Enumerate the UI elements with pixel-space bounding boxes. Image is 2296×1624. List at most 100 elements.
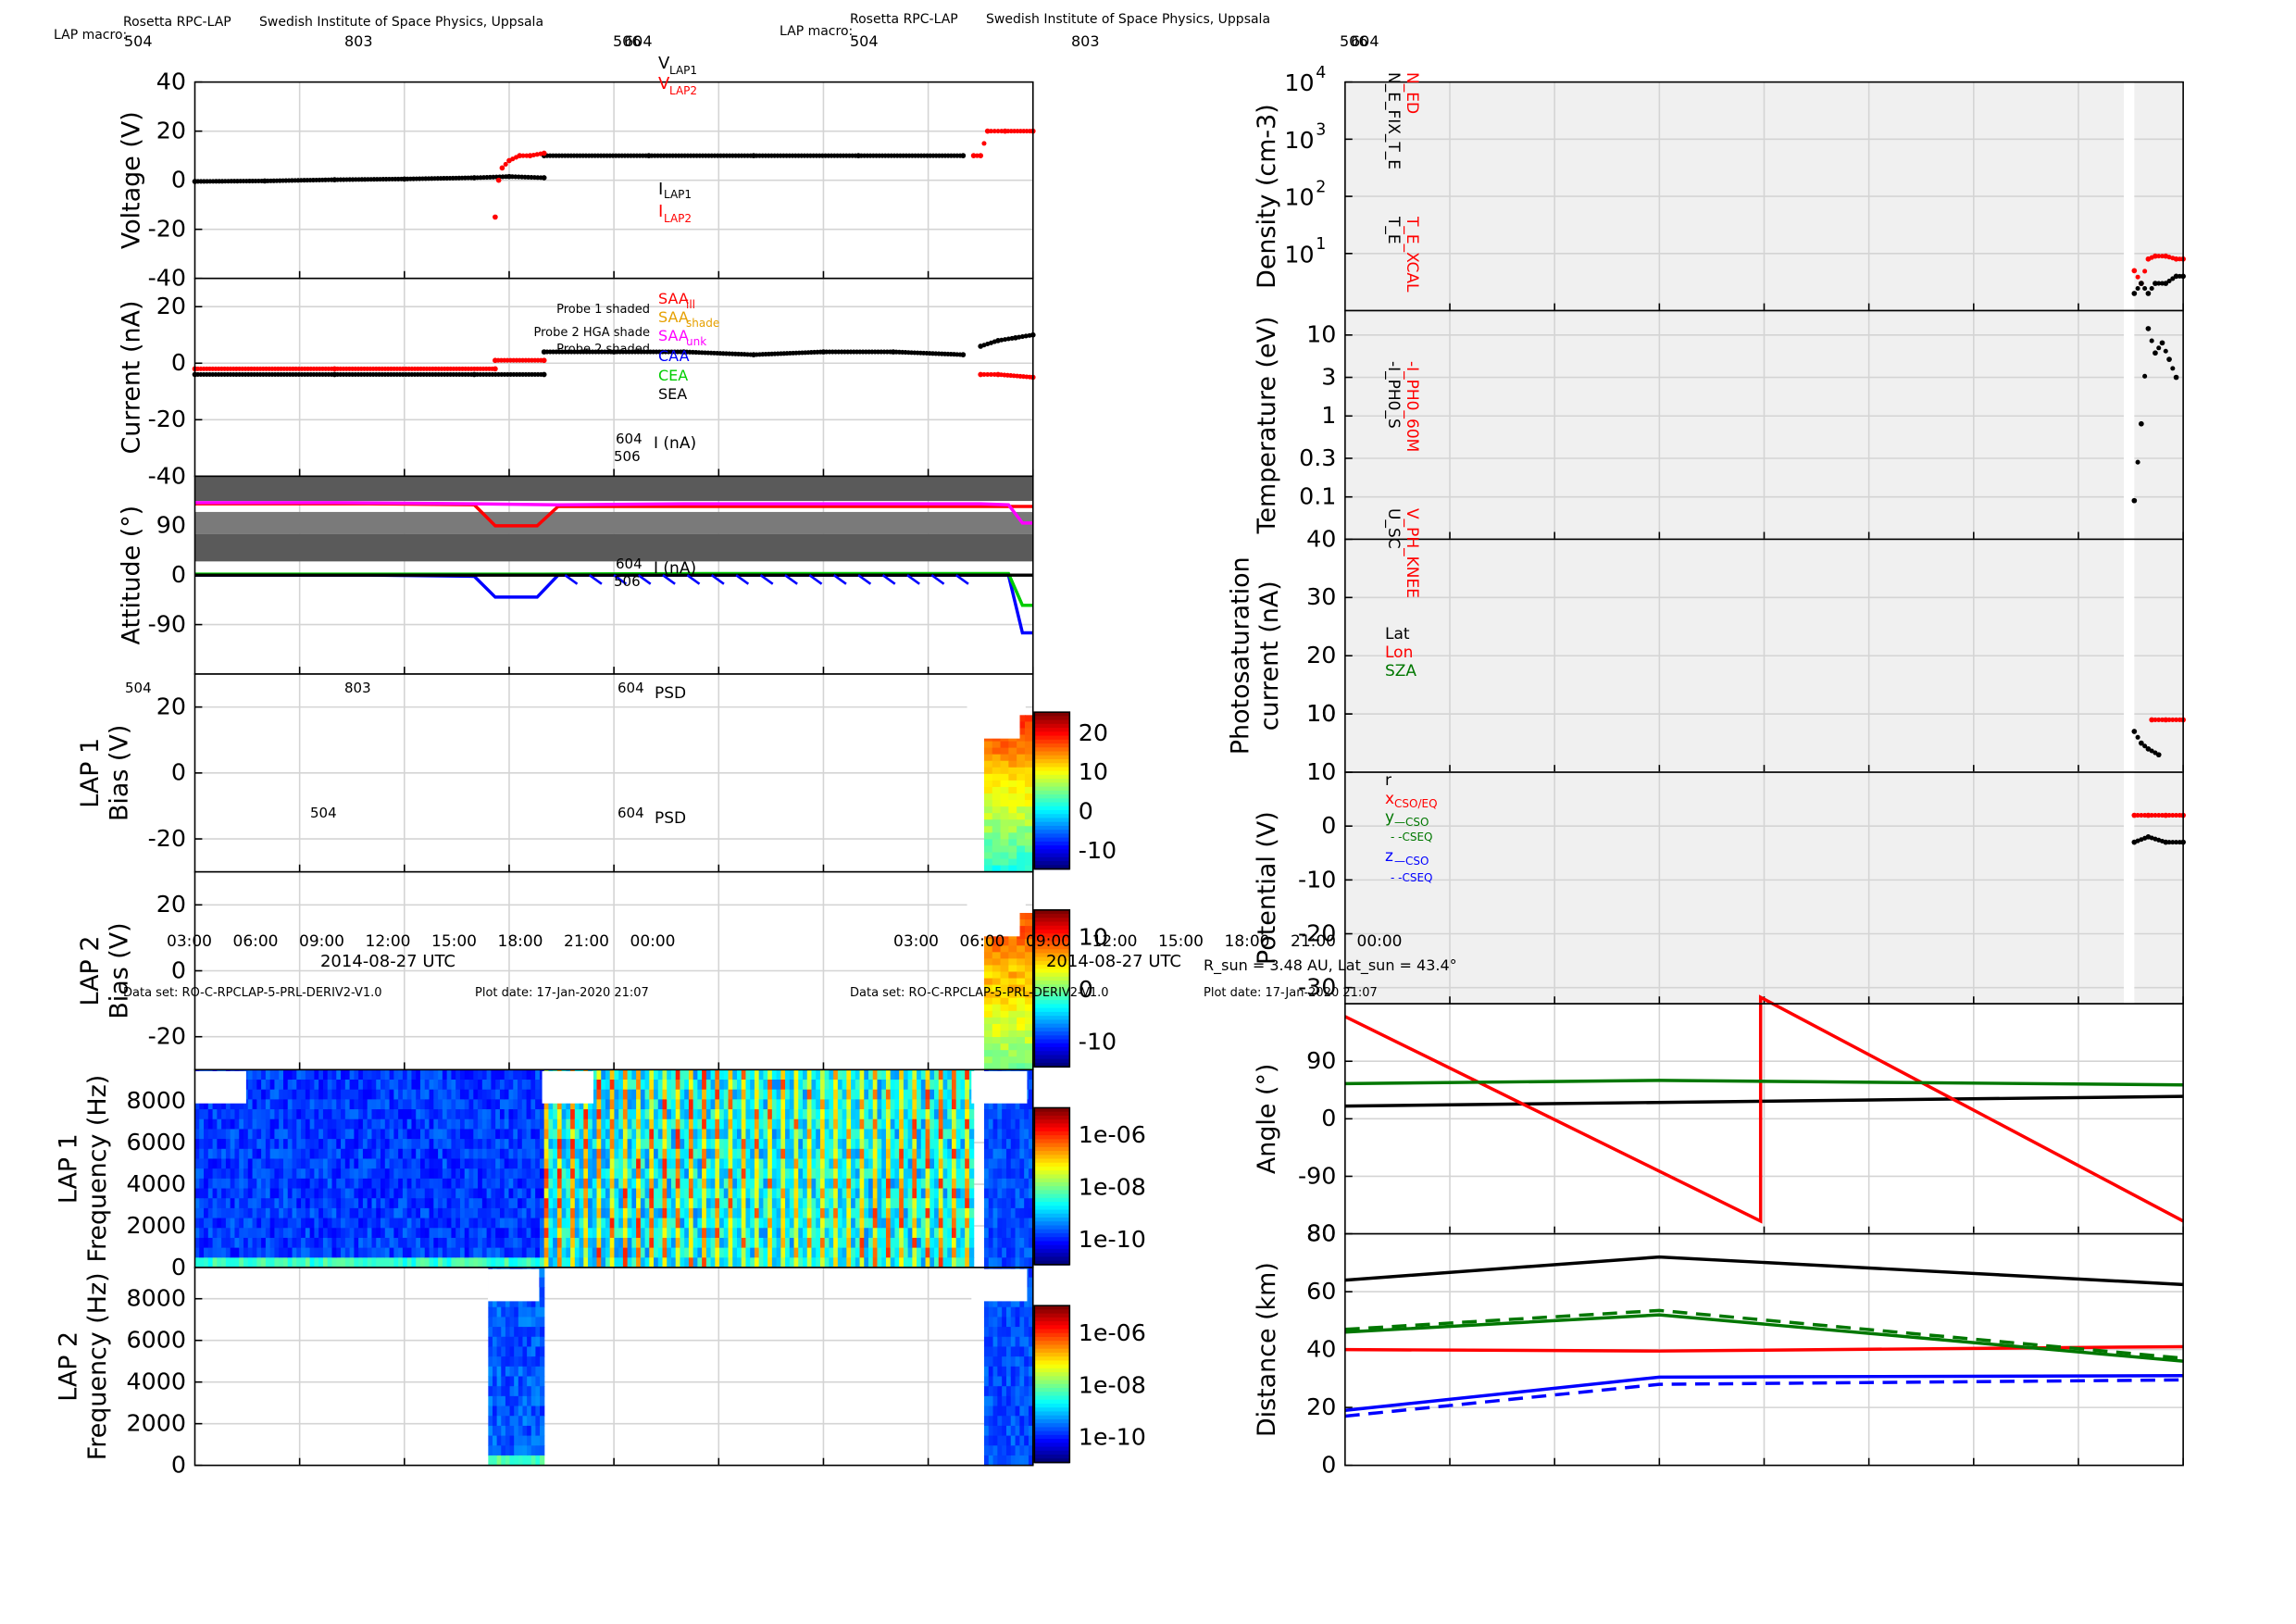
psd-cell: [917, 1228, 922, 1239]
psd-cell: [917, 1109, 922, 1120]
colorbar-tick-label: 10: [1079, 923, 1108, 951]
colorbar-segment: [1034, 909, 1070, 916]
psd-cell: [212, 1109, 218, 1120]
psd-cell: [442, 1257, 448, 1268]
psd-cell: [983, 1178, 990, 1190]
bias-sweep-cell: [1008, 780, 1017, 788]
psd-cell: [640, 1228, 646, 1239]
psd-cell: [763, 1139, 768, 1150]
psd-cell: [518, 1257, 523, 1268]
psd-cell: [570, 1109, 576, 1120]
psd-cell: [793, 1237, 799, 1249]
psd-cell: [194, 1148, 200, 1160]
psd-cell: [693, 1228, 699, 1239]
psd-cell: [424, 1129, 430, 1140]
colorbar-segment: [1034, 806, 1070, 811]
psd-cell: [204, 1228, 209, 1239]
psd-cell: [736, 1118, 742, 1131]
psd-cell: [763, 1188, 768, 1199]
psd-cell: [903, 1129, 909, 1140]
psd-cell: [371, 1198, 377, 1209]
psd-cell: [252, 1198, 257, 1209]
psd-cell: [667, 1158, 672, 1169]
psd-cell: [314, 1218, 319, 1229]
psd-cell: [309, 1158, 316, 1169]
psd-cell: [771, 1237, 778, 1249]
bias-sweep-cell: [983, 760, 993, 768]
psd-cell: [596, 1257, 602, 1268]
psd-cell: [221, 1247, 227, 1258]
psd-cell: [530, 1218, 536, 1229]
psd-cell: [292, 1129, 297, 1140]
psd-cell: [992, 1109, 998, 1120]
psd-cell: [868, 1118, 874, 1131]
psd-cell: [446, 1168, 453, 1180]
psd-cell: [274, 1118, 280, 1131]
psd-cell: [411, 1139, 417, 1150]
psd-cell: [732, 1207, 738, 1219]
psd-cell: [649, 1257, 655, 1268]
psd-cell: [890, 1129, 896, 1140]
psd-cell: [495, 1218, 501, 1229]
psd-cell: [819, 1178, 826, 1190]
psd-cell: [741, 1148, 747, 1160]
psd-cell: [992, 1168, 998, 1180]
bias-sweep-cell: [1024, 1030, 1034, 1038]
psd-cell: [960, 1080, 966, 1091]
colorbar-segment: [1034, 1058, 1070, 1064]
psd-cell: [279, 1148, 284, 1160]
bias-sweep-cell: [983, 997, 993, 1006]
psd-cell: [261, 1148, 267, 1160]
psd-cell: [657, 1198, 664, 1209]
psd-cell: [872, 1118, 879, 1131]
psd-cell: [207, 1118, 214, 1131]
psd-cell: [247, 1089, 254, 1101]
bias-sweep-cell: [1008, 971, 1017, 980]
psd-cell: [816, 1237, 821, 1249]
psd-cell: [732, 1129, 738, 1140]
psd-cell: [903, 1168, 909, 1180]
data-point: [988, 371, 994, 378]
colorbar-segment: [1034, 1031, 1070, 1037]
psd-cell: [750, 1247, 755, 1258]
psd-cell: [899, 1228, 905, 1239]
bias-sweep-cell: [1024, 858, 1034, 867]
psd-cell: [199, 1237, 205, 1249]
psd-cell: [362, 1207, 368, 1219]
psd-cell: [287, 1099, 293, 1110]
psd-cell: [997, 1207, 1003, 1219]
psd-cell: [1005, 1148, 1012, 1160]
psd-cell: [543, 1218, 550, 1229]
bias-sweep-cell: [983, 845, 993, 854]
psd-cell: [680, 1158, 685, 1169]
psd-cell: [837, 1188, 843, 1199]
y-tick-label: 40: [156, 68, 186, 95]
psd-cell: [495, 1129, 501, 1140]
psd-cell: [349, 1198, 356, 1209]
psd-cell: [265, 1178, 271, 1190]
psd-cell: [384, 1257, 391, 1268]
psd-cell: [504, 1218, 510, 1229]
psd-cell: [819, 1139, 826, 1150]
psd-cell: [997, 1198, 1003, 1209]
y-axis-label: Voltage (V): [117, 111, 145, 249]
psd-cell: [636, 1188, 642, 1199]
bias-sweep-cell: [992, 806, 1002, 814]
psd-cell: [207, 1228, 214, 1239]
psd-cell: [644, 1148, 650, 1160]
psd-cell: [763, 1218, 768, 1229]
psd-cell: [702, 1168, 707, 1180]
psd-cell: [411, 1188, 417, 1199]
psd-cell: [728, 1109, 733, 1120]
psd-cell: [771, 1257, 778, 1268]
psd-cell: [806, 1218, 813, 1229]
psd-cell: [508, 1080, 514, 1091]
psd-cell: [859, 1188, 865, 1199]
psd-cell: [992, 1118, 998, 1131]
psd-cell: [367, 1178, 373, 1190]
psd-cell: [920, 1080, 927, 1091]
psd-cell: [771, 1118, 778, 1131]
psd-cell: [406, 1257, 413, 1268]
psd-cell: [225, 1257, 231, 1268]
psd-cell: [468, 1218, 474, 1229]
